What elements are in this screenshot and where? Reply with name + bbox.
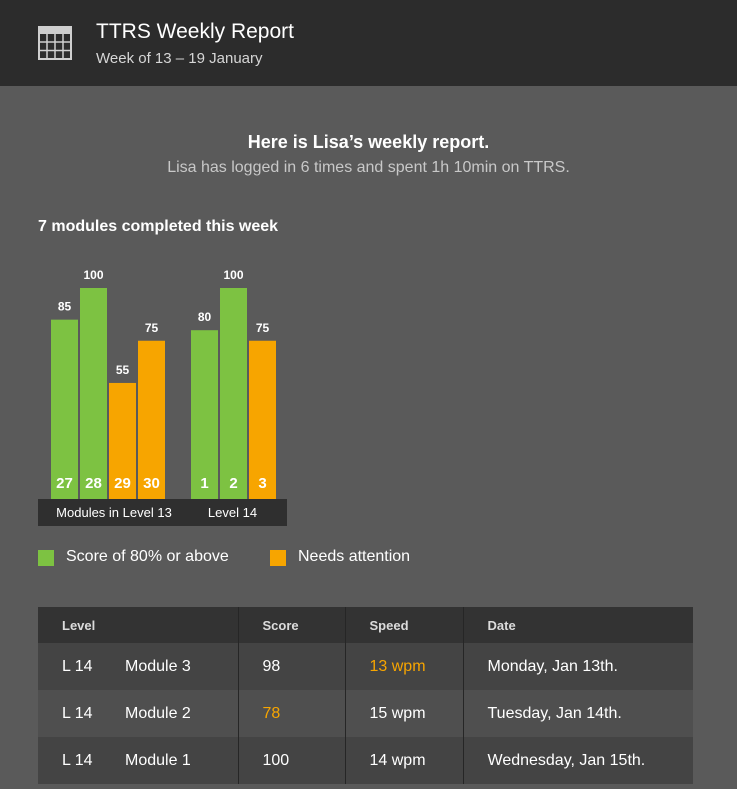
score-cell: 100: [237, 737, 345, 784]
bar-module-29: [109, 382, 136, 499]
bar-module-number: 2: [229, 475, 237, 492]
table-header-row: Level Score Speed Date: [38, 607, 693, 643]
intro-text: Lisa has logged in 6 times and spent 1h …: [167, 159, 570, 176]
bar-module-number: 28: [85, 475, 102, 492]
modules-bar-chart: 85 27 100 28 55 29 75 30 Modules in Level 13 80 1 1…: [38, 268, 287, 526]
bar-module-1: [191, 330, 218, 499]
bar-score-label: 55: [116, 363, 130, 377]
modules-heading: 7 modules completed this week: [38, 218, 279, 235]
bar-module-2: [220, 288, 247, 499]
score-cell: 78: [237, 690, 345, 737]
legend-label-attention: Needs attention: [298, 548, 411, 565]
bar-score-label: 100: [223, 268, 243, 282]
group-label-background: [178, 499, 287, 526]
level-cell: L 14 Module 3: [38, 643, 238, 690]
col-header-level: Level: [38, 607, 238, 643]
group-label: Modules in Level 13: [56, 505, 172, 520]
speed-cell: 14 wpm: [344, 737, 463, 784]
bar-module-number: 1: [200, 475, 208, 492]
level-label: L 14: [62, 657, 93, 675]
bar-score-label: 75: [256, 321, 270, 335]
table-row: L 14 Module 2 78 15 wpm Tuesday, Jan 14th…: [38, 690, 693, 737]
bar-score-label: 100: [83, 268, 103, 282]
module-label: Module 3: [125, 657, 191, 675]
score-cell: 98: [237, 643, 345, 690]
bar-module-number: 30: [143, 475, 160, 492]
legend-swatch-good: [38, 550, 54, 566]
bar-score-label: 85: [58, 300, 72, 314]
calendar-icon: [38, 26, 72, 60]
speed-cell: 13 wpm: [344, 643, 463, 690]
table-row: L 14 Module 3 98 13 wpm Monday, Jan 13th.: [38, 643, 693, 690]
report-week: Week of 13 – 19 January: [96, 50, 263, 67]
intro-title: Here is Lisa’s weekly report.: [247, 132, 490, 152]
legend-label-good: Score of 80% or above: [66, 548, 229, 565]
bar-score-label: 75: [145, 321, 159, 335]
legend-swatch-attention: [270, 550, 286, 566]
speed-cell: 15 wpm: [344, 690, 463, 737]
level-label: L 14: [62, 704, 93, 722]
bar-module-28: [80, 288, 107, 499]
col-header-date: Date: [462, 607, 693, 643]
group-label-background: [38, 499, 190, 526]
level-cell: L 14 Module 1: [38, 737, 238, 784]
report-title: TTRS Weekly Report: [96, 20, 294, 43]
bar-module-number: 27: [56, 475, 73, 492]
bar-module-27: [51, 319, 78, 499]
module-label: Module 1: [125, 751, 191, 769]
group-label: Level 14: [208, 505, 257, 520]
level-cell: L 14 Module 2: [38, 690, 238, 737]
report-header: TTRS Weekly Report Week of 13 – 19 Janua…: [0, 0, 737, 86]
bar-score-label: 80: [198, 310, 212, 324]
bar-module-number: 3: [258, 475, 266, 492]
module-label: Module 2: [125, 704, 191, 722]
col-header-score: Score: [237, 607, 345, 643]
level-label: L 14: [62, 751, 93, 769]
date-cell: Tuesday, Jan 14th.: [462, 690, 693, 737]
date-cell: Wednesday, Jan 15th.: [462, 737, 693, 784]
bar-module-30: [138, 340, 165, 499]
bar-module-number: 29: [114, 475, 131, 492]
col-header-speed: Speed: [344, 607, 463, 643]
bar-module-3: [249, 340, 276, 499]
table-row: L 14 Module 1 100 14 wpm Wednesday, Jan 1…: [38, 737, 693, 784]
date-cell: Monday, Jan 13th.: [462, 643, 693, 690]
module-results-table: Level Score Speed Date L 14 Module 3 98 1…: [38, 607, 693, 784]
